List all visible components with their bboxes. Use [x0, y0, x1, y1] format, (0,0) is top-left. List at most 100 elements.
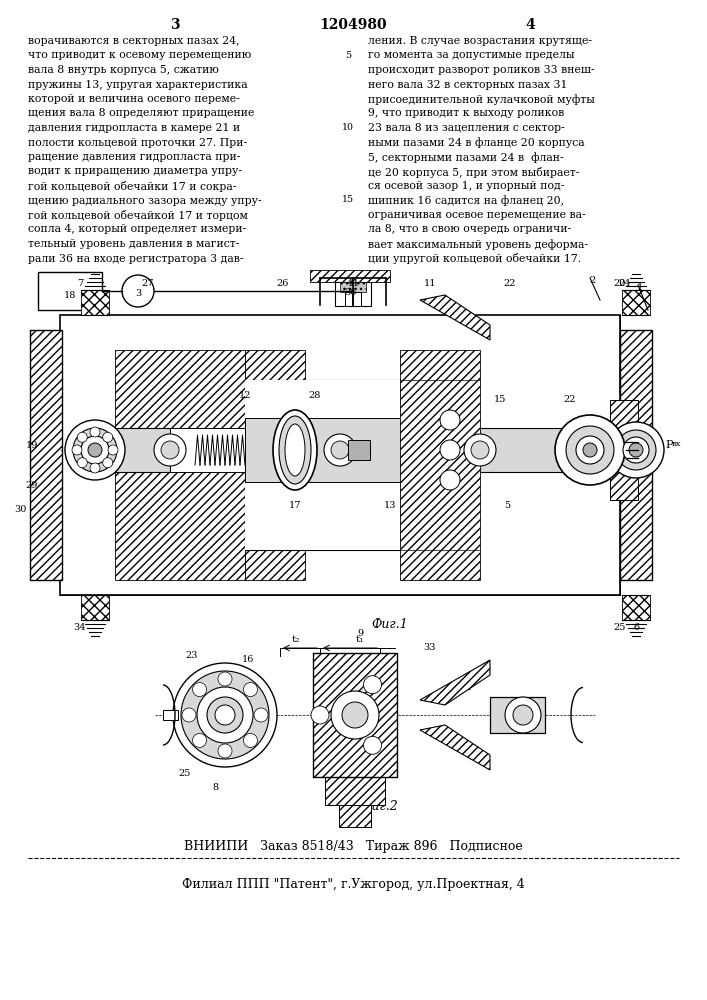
- Text: Р: Р: [665, 440, 672, 450]
- Text: присоединительной кулачковой муфты: присоединительной кулачковой муфты: [368, 94, 595, 105]
- Text: пружины 13, упругая характеристика: пружины 13, упругая характеристика: [28, 80, 247, 90]
- Text: ными пазами 24 в фланце 20 корпуса: ными пазами 24 в фланце 20 корпуса: [368, 137, 585, 148]
- Bar: [345, 292, 361, 306]
- Bar: [480, 428, 570, 472]
- Text: 23: 23: [186, 650, 198, 660]
- Text: 5, секторными пазами 24 в  флан-: 5, секторными пазами 24 в флан-: [368, 152, 563, 163]
- Circle shape: [566, 426, 614, 474]
- Circle shape: [464, 434, 496, 466]
- Text: гой кольцевой обечайкой 17 и торцом: гой кольцевой обечайкой 17 и торцом: [28, 210, 248, 221]
- Bar: [620, 330, 652, 580]
- Text: давления гидропласта в камере 21 и: давления гидропласта в камере 21 и: [28, 123, 240, 133]
- Bar: [38, 272, 102, 310]
- Circle shape: [440, 410, 460, 430]
- Text: ВНИИПИ   Заказ 8518/43   Тираж 896   Подписное: ВНИИПИ Заказ 8518/43 Тираж 896 Подписное: [184, 840, 522, 853]
- Text: сопла 4, который определяет измери-: сопла 4, который определяет измери-: [28, 225, 246, 234]
- Circle shape: [215, 705, 235, 725]
- Text: ся осевой зазор 1, и упорный под-: ся осевой зазор 1, и упорный под-: [368, 181, 564, 191]
- Text: которой и величина осевого переме-: которой и величина осевого переме-: [28, 94, 240, 104]
- Circle shape: [218, 672, 232, 686]
- Text: 17: 17: [288, 500, 301, 510]
- Circle shape: [324, 434, 356, 466]
- Bar: [245, 380, 400, 550]
- Text: вала 8 внутрь корпуса 5, сжатию: вала 8 внутрь корпуса 5, сжатию: [28, 65, 219, 75]
- Circle shape: [243, 733, 257, 747]
- Text: 3: 3: [170, 18, 180, 32]
- Text: 5: 5: [345, 50, 351, 60]
- Bar: [245, 418, 400, 482]
- Circle shape: [440, 440, 460, 460]
- Circle shape: [616, 430, 656, 470]
- Circle shape: [471, 441, 489, 459]
- Text: ла 8, что в свою очередь ограничи-: ла 8, что в свою очередь ограничи-: [368, 225, 571, 234]
- Text: него вала 32 в секторных пазах 31: него вала 32 в секторных пазах 31: [368, 80, 568, 90]
- Text: щения вала 8 определяют приращение: щения вала 8 определяют приращение: [28, 108, 255, 118]
- Circle shape: [197, 687, 253, 743]
- Text: 9: 9: [357, 629, 363, 638]
- Circle shape: [154, 434, 186, 466]
- Circle shape: [331, 441, 349, 459]
- Text: вает максимальный уровень деформа-: вает максимальный уровень деформа-: [368, 239, 588, 250]
- Text: ограничивая осевое перемещение ва-: ограничивая осевое перемещение ва-: [368, 210, 585, 220]
- Circle shape: [243, 683, 257, 697]
- Bar: [115, 428, 170, 472]
- Bar: [339, 805, 371, 827]
- Text: го момента за допустимые пределы: го момента за допустимые пределы: [368, 50, 575, 60]
- Text: 1204980: 1204980: [319, 18, 387, 32]
- Bar: [622, 290, 650, 315]
- Text: тельный уровень давления в магист-: тельный уровень давления в магист-: [28, 239, 240, 249]
- Circle shape: [72, 445, 82, 455]
- Text: 6: 6: [633, 622, 639, 632]
- Text: 20: 20: [614, 278, 626, 288]
- Circle shape: [555, 415, 625, 485]
- Bar: [81, 595, 109, 620]
- Circle shape: [505, 697, 541, 733]
- Bar: [620, 330, 652, 580]
- Ellipse shape: [273, 410, 317, 490]
- Ellipse shape: [279, 416, 311, 484]
- Circle shape: [311, 706, 329, 724]
- Circle shape: [161, 441, 179, 459]
- Circle shape: [608, 422, 664, 478]
- Text: 9, что приводит к выходу роликов: 9, что приводит к выходу роликов: [368, 108, 564, 118]
- Text: 16: 16: [242, 656, 255, 664]
- Polygon shape: [420, 295, 490, 340]
- Text: 32: 32: [459, 682, 472, 692]
- Text: 31: 31: [354, 796, 366, 804]
- Bar: [310, 270, 390, 282]
- Text: 3: 3: [135, 288, 141, 298]
- Text: 22: 22: [563, 395, 576, 404]
- Circle shape: [103, 458, 112, 468]
- Bar: [335, 282, 371, 306]
- Text: ления. В случае возрастания крутяще-: ления. В случае возрастания крутяще-: [368, 36, 592, 46]
- Circle shape: [583, 443, 597, 457]
- Circle shape: [181, 671, 269, 759]
- Text: щению радиального зазора между упру-: щению радиального зазора между упру-: [28, 196, 262, 206]
- Circle shape: [90, 427, 100, 437]
- Circle shape: [108, 445, 118, 455]
- Circle shape: [182, 708, 196, 722]
- Bar: [570, 428, 610, 472]
- Circle shape: [363, 676, 382, 694]
- Text: 1: 1: [637, 283, 643, 292]
- Circle shape: [513, 705, 533, 725]
- Bar: [325, 777, 385, 805]
- Circle shape: [218, 744, 232, 758]
- Bar: [313, 653, 397, 777]
- Bar: [60, 560, 620, 595]
- Bar: [60, 315, 620, 595]
- Text: t₁: t₁: [356, 635, 364, 644]
- Text: 18: 18: [64, 290, 76, 300]
- Bar: [60, 315, 115, 595]
- Circle shape: [192, 733, 206, 747]
- Text: шипник 16 садится на фланец 20,: шипник 16 садится на фланец 20,: [368, 196, 564, 206]
- Circle shape: [207, 697, 243, 733]
- Text: 33: 33: [423, 643, 436, 652]
- Text: 12: 12: [239, 390, 251, 399]
- Text: ращение давления гидропласта при-: ращение давления гидропласта при-: [28, 152, 240, 162]
- Circle shape: [623, 437, 649, 463]
- Text: 34: 34: [74, 622, 86, 632]
- Bar: [340, 282, 366, 292]
- Circle shape: [440, 470, 460, 490]
- Text: 25: 25: [179, 768, 191, 778]
